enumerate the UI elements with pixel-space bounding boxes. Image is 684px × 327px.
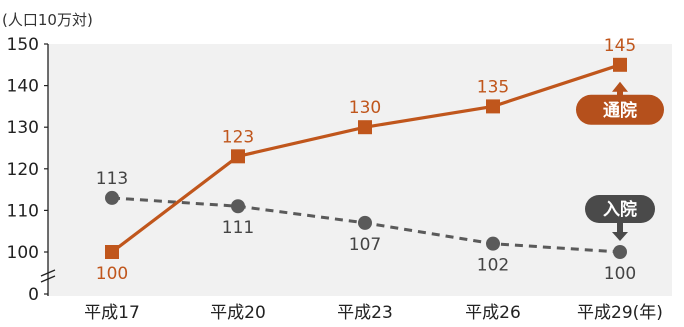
data-label: 107	[349, 235, 381, 255]
data-label: 145	[604, 36, 636, 56]
data-point-square	[486, 99, 500, 114]
plot-area	[48, 44, 672, 296]
data-point-circle	[231, 199, 245, 214]
x-tick-label: 平成23	[337, 303, 393, 323]
data-point-circle	[486, 236, 500, 251]
data-label: 100	[96, 264, 128, 284]
x-tick-label: 平成17	[84, 303, 140, 323]
badge-outpatient-label: 通院	[603, 100, 637, 121]
unit-label: (人口10万対)	[2, 11, 93, 29]
x-tick-label: 平成26	[465, 303, 521, 323]
up-arrow-icon	[612, 81, 628, 96]
down-arrow-icon	[612, 232, 628, 241]
badge-inpatient-label: 入院	[603, 199, 637, 220]
x-tick-label: 平成29(年)	[577, 303, 663, 323]
data-label: 135	[477, 77, 509, 97]
axis-break-mark	[40, 269, 56, 277]
data-point-circle	[358, 215, 372, 230]
series-layer: 113 111 107 102 100 100 123 130 135 145	[96, 36, 636, 284]
y-tick-label: 120	[7, 160, 39, 180]
data-point-circle	[613, 245, 627, 259]
axis-break-mark	[40, 275, 56, 283]
data-label: 102	[477, 256, 509, 276]
y-tick-label: 150	[7, 35, 39, 55]
data-point-circle	[105, 190, 119, 205]
y-tick-label: 100	[7, 243, 39, 263]
data-point-square	[231, 149, 245, 164]
data-label: 123	[222, 127, 254, 147]
data-label: 111	[222, 218, 254, 238]
y-tick-label: 0	[28, 285, 39, 305]
data-label: 113	[96, 169, 128, 189]
data-point-square	[105, 245, 119, 259]
data-label: 100	[604, 264, 636, 284]
axes: 0 100 110 120 130 140 150 平成17 平成20 平成23 平成26 平成29(…	[7, 35, 663, 323]
x-tick-label: 平成20	[210, 303, 266, 323]
down-arrow-icon	[617, 223, 623, 232]
y-tick-label: 130	[7, 118, 39, 138]
badge-inpatient	[585, 195, 655, 223]
data-label: 130	[349, 98, 381, 118]
data-point-square	[613, 57, 627, 72]
y-tick-label: 110	[7, 201, 39, 221]
badge-outpatient	[576, 94, 664, 125]
y-tick-label: 140	[7, 77, 39, 97]
data-point-square	[358, 120, 372, 135]
